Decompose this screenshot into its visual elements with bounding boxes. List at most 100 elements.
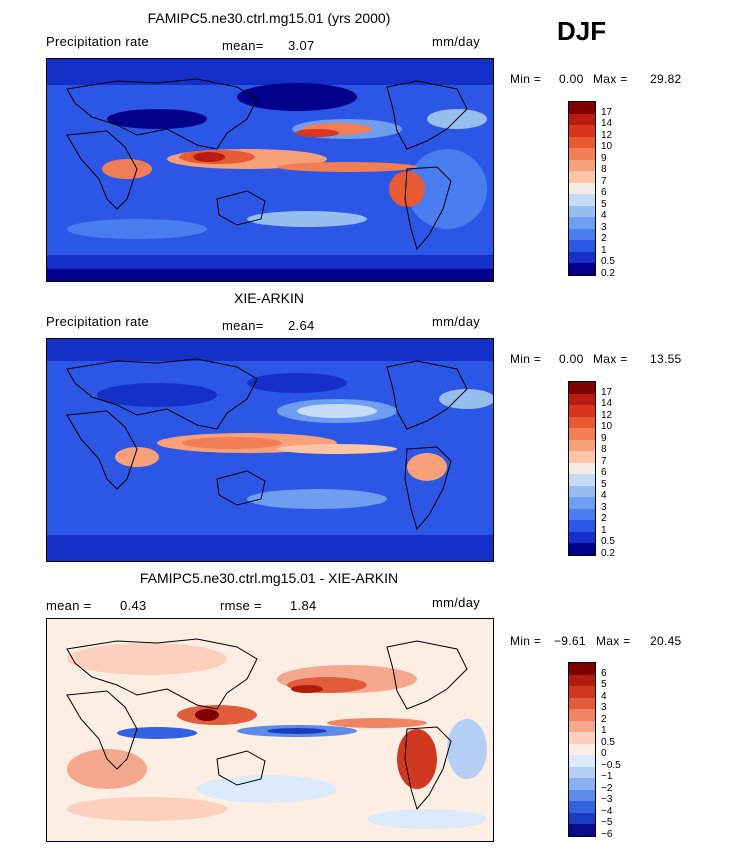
- colorbar-swatch: [569, 217, 595, 229]
- colorbar-swatch: [569, 148, 595, 160]
- colorbar-swatch: [569, 520, 595, 532]
- colorbar-swatch: [569, 171, 595, 183]
- panel-3-max-label: Max =: [596, 634, 631, 648]
- colorbar-swatch: [569, 497, 595, 509]
- panel-1-min-value: 0.00: [559, 72, 584, 86]
- colorbar-swatch: [569, 228, 595, 241]
- colorbar-tick-label: 8: [601, 164, 607, 176]
- panel-2-mean-label: mean=: [222, 318, 264, 333]
- colorbar-tick-label: 0.5: [601, 736, 615, 748]
- panel-1-colorbar: [568, 101, 596, 276]
- panel-2-min-value: 0.00: [559, 352, 584, 366]
- colorbar-tick-label: 0.5: [601, 256, 615, 268]
- colorbar-tick-label: 4: [601, 690, 607, 702]
- colorbar-swatch: [569, 393, 595, 406]
- colorbar-swatch: [569, 251, 595, 264]
- panel-3-min-label: Min =: [510, 634, 542, 648]
- colorbar-tick-label: 6: [601, 667, 607, 679]
- colorbar-tick-label: 10: [601, 421, 613, 433]
- colorbar-swatch: [569, 405, 595, 417]
- colorbar-tick-label: 0.5: [601, 536, 615, 548]
- colorbar-tick-label: 5: [601, 478, 607, 490]
- colorbar-swatch: [569, 801, 595, 813]
- panel-1-map: [46, 58, 494, 282]
- colorbar-swatch: [569, 428, 595, 440]
- colorbar-swatch: [569, 416, 595, 429]
- colorbar-swatch: [569, 766, 595, 779]
- panel-1-max-label: Max =: [593, 72, 628, 86]
- colorbar-swatch: [569, 205, 595, 218]
- colorbar-swatch: [569, 113, 595, 126]
- colorbar-tick-label: 3: [601, 221, 607, 233]
- panel-2-mean-value: 2.64: [288, 318, 315, 333]
- colorbar-tick-label: −5: [601, 817, 613, 829]
- colorbar-tick-label: 7: [601, 455, 607, 467]
- colorbar-tick-label: 17: [601, 106, 613, 118]
- colorbar-tick-label: 0.2: [601, 548, 615, 559]
- colorbar-tick-label: 3: [601, 501, 607, 513]
- colorbar-tick-label: 1: [601, 524, 607, 536]
- panel-1-mean-label: mean=: [222, 38, 264, 53]
- colorbar-swatch: [569, 485, 595, 498]
- panel-3-title: FAMIPC5.ne30.ctrl.mg15.01 - XIE-ARKIN: [139, 570, 399, 586]
- colorbar-swatch: [569, 543, 595, 555]
- colorbar-tick-label: 12: [601, 409, 613, 421]
- colorbar-tick-label: 12: [601, 129, 613, 141]
- panel-1-units: mm/day: [432, 34, 481, 49]
- panel-3-max-value: 20.45: [650, 634, 682, 648]
- colorbar-tick-label: −3: [601, 794, 613, 806]
- colorbar-swatch: [569, 709, 595, 721]
- panel-2-max-label: Max =: [593, 352, 628, 366]
- colorbar-tick-label: 6: [601, 467, 607, 479]
- colorbar-swatch: [569, 240, 595, 252]
- colorbar-tick-label: 2: [601, 513, 607, 525]
- colorbar-tick-label: 0.2: [601, 268, 615, 279]
- colorbar-tick-label: 7: [601, 175, 607, 187]
- colorbar-tick-label: −2: [601, 782, 613, 794]
- season-label: DJF: [557, 16, 607, 46]
- colorbar-swatch: [569, 812, 595, 825]
- colorbar-swatch: [569, 778, 595, 790]
- panel-2-min-label: Min =: [510, 352, 542, 366]
- panel-1-variable-label: Precipitation rate: [46, 34, 149, 49]
- colorbar-tick-label: 3: [601, 702, 607, 714]
- colorbar-swatch: [569, 125, 595, 137]
- colorbar-swatch: [569, 263, 595, 275]
- panel-1-mean-value: 3.07: [288, 38, 315, 53]
- colorbar-tick-label: −4: [601, 805, 613, 817]
- panel-3-rmse-value: 1.84: [290, 598, 317, 613]
- colorbar-swatch: [569, 720, 595, 733]
- colorbar-swatch: [569, 755, 595, 767]
- panel-3-min-value: −9.61: [554, 634, 586, 648]
- colorbar-swatch: [569, 462, 595, 475]
- colorbar-tick-label: 5: [601, 679, 607, 691]
- colorbar-tick-label: 6: [601, 187, 607, 199]
- colorbar-tick-label: −6: [601, 829, 613, 840]
- panel-2-map-field: [47, 339, 493, 561]
- colorbar-swatch: [569, 451, 595, 463]
- colorbar-swatch: [569, 508, 595, 521]
- colorbar-swatch: [569, 824, 595, 836]
- colorbar-swatch: [569, 136, 595, 149]
- colorbar-swatch: [569, 743, 595, 756]
- panel-3-mean-label: mean =: [46, 598, 92, 613]
- colorbar-tick-label: 2: [601, 233, 607, 245]
- colorbar-swatch: [569, 474, 595, 486]
- colorbar-swatch: [569, 439, 595, 452]
- colorbar-tick-label: 4: [601, 490, 607, 502]
- colorbar-tick-label: −0.5: [601, 759, 621, 771]
- panel-2-variable-label: Precipitation rate: [46, 314, 149, 329]
- colorbar-tick-label: 8: [601, 444, 607, 456]
- colorbar-tick-label: 5: [601, 198, 607, 210]
- colorbar-swatch: [569, 182, 595, 195]
- colorbar-swatch: [569, 382, 595, 394]
- colorbar-tick-label: 0: [601, 748, 607, 760]
- colorbar-tick-label: 4: [601, 210, 607, 222]
- colorbar-swatch: [569, 159, 595, 172]
- panel-3-colorbar: [568, 662, 596, 837]
- colorbar-tick-label: 9: [601, 432, 607, 444]
- panel-2-title: XIE-ARKIN: [233, 290, 304, 306]
- panel-1-map-field: [47, 59, 493, 281]
- panel-2-map: [46, 338, 494, 562]
- colorbar-swatch: [569, 663, 595, 675]
